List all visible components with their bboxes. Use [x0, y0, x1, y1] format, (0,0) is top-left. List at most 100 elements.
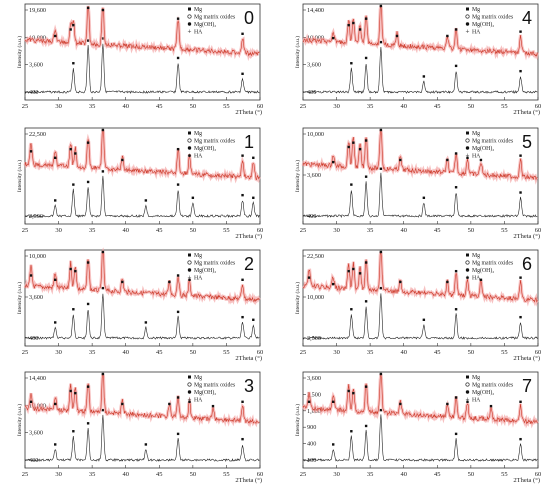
coated-fit-band	[302, 251, 539, 307]
peak-marker	[399, 280, 402, 284]
panel-number-label: 1	[244, 132, 254, 152]
peak-marker	[379, 372, 383, 376]
peak-marker	[364, 175, 368, 178]
peak-marker	[352, 267, 355, 271]
x-tick-label: 40	[400, 103, 407, 110]
legend-marker-filled-circle	[465, 268, 470, 272]
legend-label: Mg(OH)₂	[472, 21, 494, 28]
peak-marker	[69, 267, 72, 271]
legend-label: Mg(OH)₂	[472, 267, 494, 274]
peak-marker	[252, 196, 255, 199]
peak-marker	[176, 432, 180, 436]
legend-label: Mg matrix oxides	[472, 261, 514, 267]
peak-marker	[307, 276, 311, 279]
peak-marker	[364, 424, 368, 428]
peak-marker	[144, 199, 148, 202]
peak-marker	[69, 389, 72, 393]
y-tick-label: 3,600	[307, 172, 321, 179]
coated-pattern-line	[302, 251, 538, 303]
x-tick-label: 40	[400, 227, 407, 234]
x-tick-label: 45	[434, 349, 441, 356]
y-tick-label: 400	[307, 89, 316, 96]
peak-marker	[144, 443, 148, 446]
peak-marker	[101, 250, 105, 254]
peak-marker	[466, 400, 469, 403]
coated-pattern-line	[302, 5, 538, 57]
peak-marker	[352, 21, 355, 25]
x-tick-label: 60	[257, 349, 264, 356]
x-axis-label: 2Theta (°)	[235, 233, 262, 240]
x-tick-label: 25	[22, 103, 29, 110]
legend-label: Mg matrix oxides	[194, 383, 236, 389]
peak-marker	[454, 396, 458, 399]
peak-marker	[168, 280, 171, 284]
legend-marker-open-circle	[187, 382, 192, 387]
x-tick-label: 50	[468, 471, 475, 478]
legend-marker-open-circle	[465, 382, 470, 387]
peak-marker	[241, 193, 244, 197]
peak-marker	[379, 286, 383, 290]
x-tick-label: 55	[223, 349, 230, 356]
x-tick-label: 40	[400, 349, 407, 356]
peak-marker	[29, 274, 33, 277]
legend-marker-square	[188, 7, 191, 11]
x-tick-label: 60	[257, 103, 264, 110]
x-tick-label: 30	[333, 471, 340, 478]
peak-marker	[121, 158, 124, 162]
legend-marker-filled-circle	[187, 268, 192, 272]
peak-marker	[86, 385, 90, 388]
peak-marker	[54, 443, 57, 446]
x-tick-label: 45	[434, 471, 441, 478]
x-tick-label: 35	[89, 227, 96, 234]
x-tick-label: 45	[434, 227, 441, 234]
peak-marker	[347, 269, 350, 273]
uncoated-pattern-line	[302, 293, 538, 340]
legend-marker-filled-circle	[465, 146, 470, 150]
y-tick-label: 10,000	[307, 294, 324, 301]
peak-marker	[350, 308, 353, 311]
peak-marker	[519, 154, 522, 157]
peak-marker	[519, 437, 522, 441]
x-tick-label: 50	[468, 227, 475, 234]
peak-marker	[101, 372, 105, 376]
legend-marker-filled-circle	[465, 22, 470, 26]
plot-frame	[24, 127, 261, 225]
x-tick-label: 45	[434, 103, 441, 110]
peak-marker	[358, 28, 362, 31]
uncoated-pattern-line	[302, 414, 538, 462]
x-tick-label: 30	[333, 103, 340, 110]
peak-marker	[54, 402, 57, 406]
legend-label: HA	[472, 276, 481, 282]
peak-marker	[364, 17, 368, 20]
x-tick-label: 30	[333, 227, 340, 234]
legend-marker-square	[466, 375, 469, 379]
legend-label: Mg	[472, 253, 480, 259]
legend-label: HA	[194, 30, 203, 36]
legend-label: Mg matrix oxides	[194, 261, 236, 267]
peak-marker	[379, 250, 383, 254]
uncoated-pattern-line	[302, 172, 538, 218]
legend-marker-open-circle	[465, 138, 470, 143]
y-tick-label: 3,600	[307, 62, 321, 69]
x-tick-label: 35	[89, 103, 96, 110]
panel-number-label: 7	[522, 376, 532, 396]
x-tick-label: 35	[367, 471, 374, 478]
legend-marker-open-circle	[465, 260, 470, 265]
peak-marker	[332, 282, 335, 286]
peak-marker	[466, 156, 469, 159]
peak-marker	[379, 128, 383, 132]
peak-marker	[188, 278, 191, 281]
uncoated-pattern-line	[24, 414, 260, 463]
coated-pattern-line	[24, 5, 260, 57]
peak-marker	[86, 39, 90, 42]
panel-number-label: 5	[522, 132, 532, 152]
x-tick-label: 55	[501, 349, 508, 356]
x-tick-label: 55	[501, 227, 508, 234]
x-tick-label: 25	[300, 227, 307, 234]
panel-number-label: 4	[522, 8, 532, 28]
